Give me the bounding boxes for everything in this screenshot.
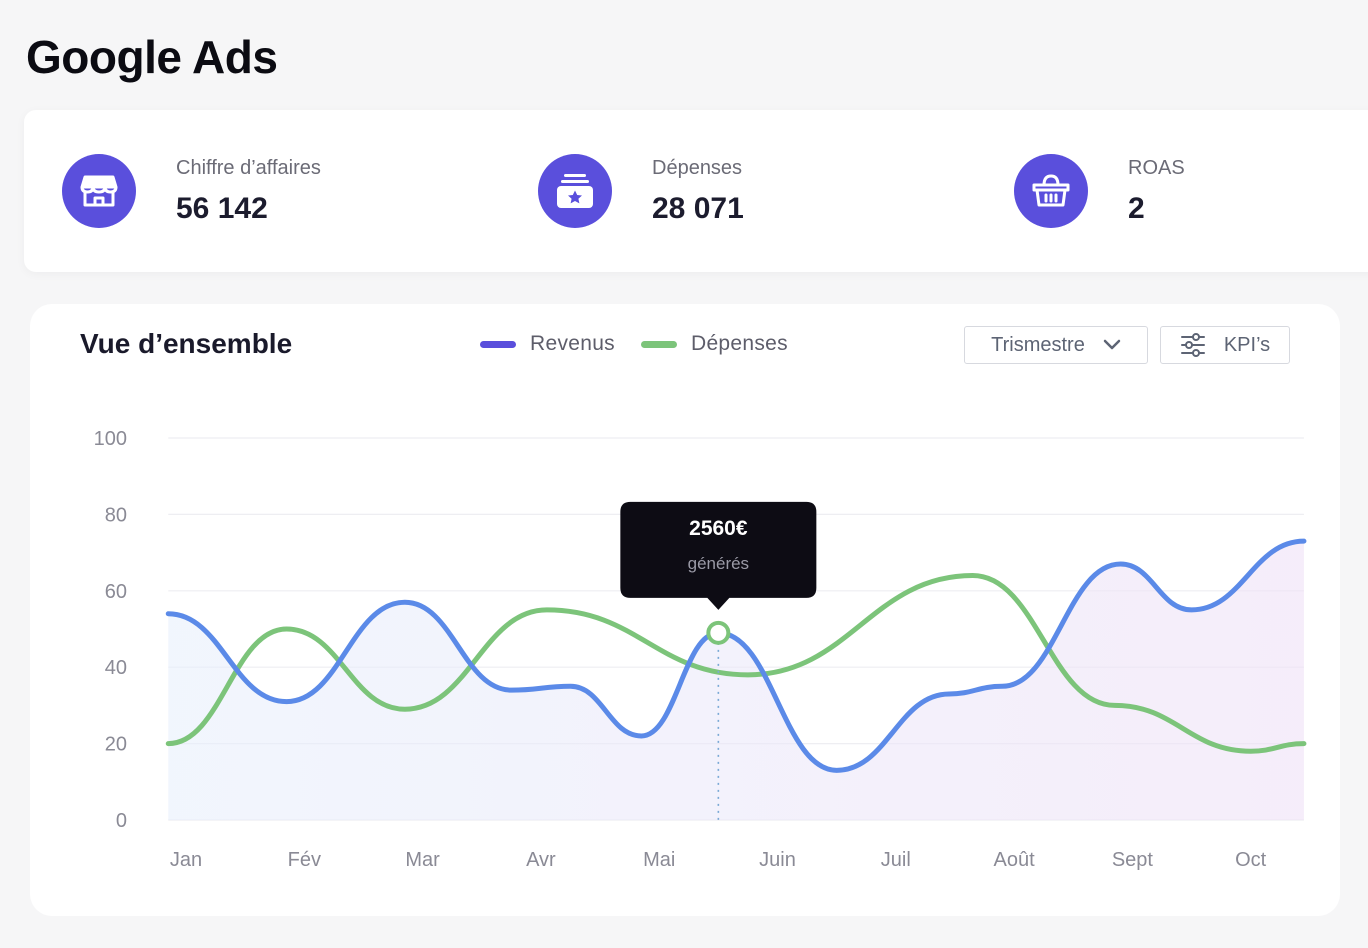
legend-swatch-expenses [640, 340, 677, 348]
kpi-filter-button[interactable]: KPI’s [1160, 326, 1290, 364]
wallet-star-icon [538, 154, 612, 228]
revenue-area [168, 541, 1304, 820]
kpi-filter-label: KPI’s [1223, 333, 1271, 356]
sliders-icon [1180, 333, 1205, 357]
kpi-roas: ROAS 2 [1014, 154, 1185, 228]
kpi-label: Dépenses [652, 156, 743, 179]
x-tick-label: Oct [1235, 849, 1267, 871]
legend-item-expenses[interactable]: Dépenses [640, 332, 788, 356]
series-line-depenses [165, 573, 1307, 754]
legend-item-revenue[interactable]: Revenus [480, 332, 615, 356]
y-tick-label: 60 [105, 581, 127, 603]
x-tick-label: Juil [881, 849, 911, 871]
kpi-label: ROAS [1128, 156, 1185, 179]
legend-label: Dépenses [690, 332, 788, 355]
kpi-summary-card: Chiffre d’affaires 56 142 Dépenses 28 07… [24, 110, 1368, 272]
basket-icon [1014, 154, 1088, 228]
x-tick-label: Fév [288, 849, 321, 871]
storefront-icon [62, 154, 136, 228]
y-tick-label: 80 [105, 504, 127, 526]
y-tick-label: 20 [105, 734, 127, 756]
y-tick-label: 0 [116, 810, 127, 832]
chevron-down-icon [1103, 339, 1121, 350]
chart-title: Vue d’ensemble [80, 328, 293, 359]
x-tick-label: Juin [759, 849, 796, 871]
y-tick-label: 100 [94, 428, 127, 450]
legend-label: Revenus [530, 332, 615, 355]
x-tick-label: Sept [1112, 849, 1154, 871]
page-title: Google Ads [26, 31, 278, 83]
x-tick-label: Mar [405, 849, 440, 871]
tooltip-caption: générés [688, 554, 749, 573]
kpi-value: 28 071 [652, 191, 744, 225]
tooltip-box [620, 501, 817, 610]
kpi-value: 56 142 [176, 191, 268, 225]
kpi-expenses: Dépenses 28 071 [538, 154, 744, 228]
tooltip-value: 2560€ [689, 517, 748, 540]
x-tick-label: Jan [170, 849, 202, 871]
x-tick-label: Mai [643, 849, 675, 871]
kpi-revenue: Chiffre d’affaires 56 142 [62, 154, 321, 228]
period-select[interactable]: Trismestre [964, 326, 1148, 364]
x-tick-label: Avr [526, 849, 556, 871]
y-tick-label: 40 [105, 657, 127, 679]
highlight-point [706, 620, 731, 645]
x-tick-label: Août [994, 849, 1036, 871]
legend-swatch-revenue [480, 340, 516, 348]
chart-legend: Revenus Dépenses [480, 332, 814, 356]
kpi-label: Chiffre d’affaires [176, 156, 321, 179]
kpi-value: 2 [1128, 191, 1145, 225]
period-select-label: Trismestre [991, 333, 1085, 356]
